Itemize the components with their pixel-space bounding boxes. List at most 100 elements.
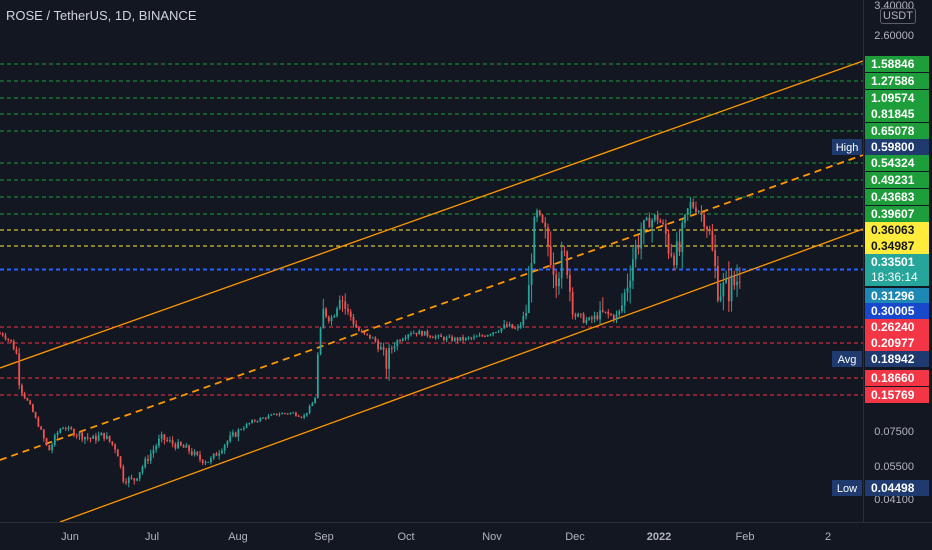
- candle-body: [253, 420, 256, 422]
- candle-body: [81, 432, 84, 440]
- candle: [632, 247, 634, 290]
- candle: [67, 425, 70, 432]
- candle-body: [295, 412, 297, 416]
- candle-body: [593, 315, 596, 320]
- candle-body: [610, 314, 612, 316]
- candle: [667, 229, 670, 260]
- candle-body: [374, 337, 377, 342]
- candle-body: [536, 210, 538, 218]
- candle: [377, 338, 380, 353]
- candle: [86, 433, 89, 441]
- candle: [267, 413, 270, 420]
- candle-body: [358, 327, 360, 331]
- candle: [21, 383, 23, 397]
- candle: [563, 245, 566, 257]
- candle-body: [599, 310, 601, 320]
- candle: [423, 331, 426, 336]
- price-line-badge-text: 0.31296: [871, 289, 915, 303]
- candle-body: [686, 208, 689, 215]
- candle: [692, 198, 695, 209]
- candle-body: [278, 414, 281, 416]
- bar-countdown: 18:36:14: [871, 270, 918, 284]
- candle-body: [363, 332, 366, 334]
- candle: [207, 461, 210, 463]
- candle: [111, 441, 114, 447]
- candle-body: [147, 458, 149, 461]
- candle-body: [464, 337, 467, 341]
- candle: [610, 312, 612, 316]
- candle-body: [503, 324, 506, 329]
- candle-body: [130, 477, 133, 479]
- candle: [234, 431, 237, 438]
- candle: [223, 443, 226, 454]
- candle-body: [401, 339, 404, 341]
- candle-body: [410, 333, 412, 335]
- candle: [379, 342, 382, 350]
- candle: [714, 234, 717, 279]
- candle: [95, 432, 97, 444]
- candle-body: [434, 336, 437, 339]
- avg-marker-value-box: [865, 351, 929, 367]
- candle: [453, 336, 456, 343]
- last-price-badge: [865, 254, 929, 286]
- candle-body: [62, 428, 64, 430]
- candle-body: [607, 311, 610, 315]
- candle: [670, 243, 673, 258]
- candle-body: [234, 432, 237, 437]
- candle-body: [673, 255, 675, 266]
- candle: [596, 311, 599, 321]
- candle: [174, 442, 177, 451]
- candle-body: [78, 432, 81, 436]
- candle-body: [571, 291, 574, 315]
- candle: [97, 431, 100, 442]
- candle-body: [629, 280, 632, 288]
- candle: [26, 397, 29, 401]
- candle-body: [160, 434, 163, 439]
- candle-body: [549, 246, 552, 266]
- candle-body: [484, 335, 486, 337]
- candle: [467, 336, 470, 341]
- candle-body: [678, 241, 681, 252]
- candle-body: [716, 266, 719, 301]
- candle: [168, 436, 171, 443]
- channel-upper-line: [0, 60, 864, 369]
- candle-body: [264, 417, 267, 419]
- candle: [264, 416, 267, 421]
- candle-body: [336, 308, 338, 316]
- candle: [607, 309, 610, 319]
- candle-body: [40, 426, 42, 430]
- candle-body: [366, 333, 369, 335]
- candle: [316, 352, 319, 399]
- candle-body: [349, 311, 352, 317]
- candle-body: [100, 432, 103, 436]
- candle-body: [174, 443, 177, 449]
- candle-body: [563, 251, 566, 253]
- candle-body: [111, 441, 114, 445]
- candle-body: [500, 328, 503, 332]
- candle-body: [736, 281, 738, 286]
- candle-body: [292, 412, 295, 414]
- candle: [574, 312, 577, 320]
- candle: [511, 323, 514, 329]
- candle-body: [53, 434, 56, 445]
- candle: [464, 337, 467, 342]
- candle: [281, 412, 284, 415]
- candle-body: [281, 413, 284, 415]
- candle-body: [18, 353, 21, 386]
- candle: [382, 342, 385, 356]
- candle-body: [429, 335, 432, 338]
- currency-unit-button[interactable]: USDT: [880, 8, 916, 24]
- candle: [37, 416, 40, 428]
- candle: [579, 313, 582, 319]
- candle-body: [48, 445, 51, 451]
- candle-body: [371, 337, 374, 339]
- candle-body: [538, 210, 541, 215]
- candle-body: [467, 337, 470, 339]
- high-marker-label-box: [832, 139, 862, 155]
- candle: [451, 334, 453, 342]
- candle: [221, 448, 223, 455]
- candle: [569, 269, 571, 302]
- candle-body: [37, 417, 40, 427]
